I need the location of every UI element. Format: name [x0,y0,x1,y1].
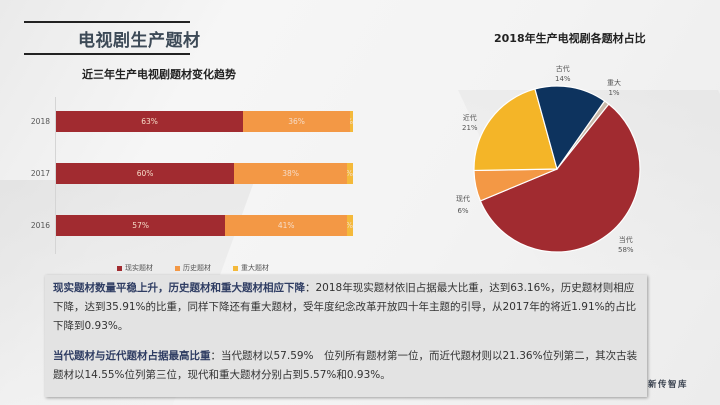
pie-label-dangdai: 当代 58% [618,235,634,255]
title-top-rule [24,21,190,23]
year-label: 2017 [30,169,50,178]
pie-label-value: 58% [618,246,634,254]
pie-label-name: 近代 [462,114,477,122]
pie-label-value: 14% [555,75,571,83]
legend-label: 重大题材 [241,264,269,272]
year-label: 2018 [30,117,50,126]
bar-row-2016: 57%41%2% [56,215,353,236]
legend-swatch [117,265,122,271]
pie-label-zhongda: 重大 1% [607,78,621,98]
bar-chart-legend: 现实题材 历史题材 重大题材 [117,263,269,273]
bar-segment: 2% [347,163,353,184]
bar-segment: 57% [56,215,226,236]
title-bottom-rule [24,53,190,55]
bar-segment: 38% [234,163,348,184]
bar-row-2018: 63%36%1% [56,111,353,132]
pie-label-gudai: 古代 14% [555,64,571,84]
pie-label-jindai: 近代 21% [462,113,478,133]
pie-slice [534,85,606,171]
legend-label: 历史题材 [183,264,211,272]
pie-label-name: 重大 [607,79,621,87]
pie-label-xiandai: 现代 6% [456,193,470,217]
legend-item: 现实题材 [117,263,153,273]
summary-heading-1: 现实题材数量平稳上升，历史题材和重大题材相应下降 [53,282,305,294]
pie-slice [479,103,641,253]
pie-label-name: 现代 [456,195,470,203]
summary-paragraph-1: 现实题材数量平稳上升，历史题材和重大题材相应下降：2018年现实题材依旧占据最大… [53,279,639,336]
summary-body-1: ：2018年现实题材依旧占据最大比重，达到63.16%，历史题材则相应下降，达到… [53,282,637,332]
bar-segment: 1% [350,111,353,132]
bar-chart-axis [55,97,56,254]
legend-label: 现实题材 [125,264,153,272]
bar-segment: 63% [56,111,244,132]
summary-heading-2: 当代题材与近代题材占据最高比重 [53,350,211,362]
page-title: 电视剧生产题材 [78,31,201,51]
legend-item: 重大题材 [233,263,269,273]
summary-body-2: ：当代题材以57.59% 位列所有题材第一位，而近代题材则以21.36%位列第二… [53,350,638,381]
bar-segment: 36% [243,111,351,132]
pie-label-value: 6% [457,207,469,215]
pie-label-value: 21% [462,124,478,132]
pie-label-value: 1% [608,89,620,97]
bar-row-2017: 60%38%2% [56,163,353,184]
bar-segment: 41% [225,215,348,236]
legend-swatch [175,265,180,271]
legend-item: 历史题材 [175,263,211,273]
legend-swatch [233,265,238,271]
pie-label-name: 当代 [618,236,633,244]
year-label: 2016 [30,221,50,230]
brand-logo: 新传智库 [648,380,689,390]
bar-segment: 60% [56,163,235,184]
pie-slice [473,88,558,172]
pie-chart-title: 2018年生产电视剧各题材占比 [494,32,646,45]
pie-label-name: 古代 [555,65,570,73]
bar-chart-title: 近三年生产电视剧题材变化趋势 [82,68,236,81]
bar-segment: 2% [347,215,353,236]
summary-paragraph-2: 当代题材与近代题材占据最高比重：当代题材以57.59% 位列所有题材第一位，而近… [53,347,639,385]
summary-textbox: 现实题材数量平稳上升，历史题材和重大题材相应下降：2018年现实题材依旧占据最大… [45,275,647,397]
